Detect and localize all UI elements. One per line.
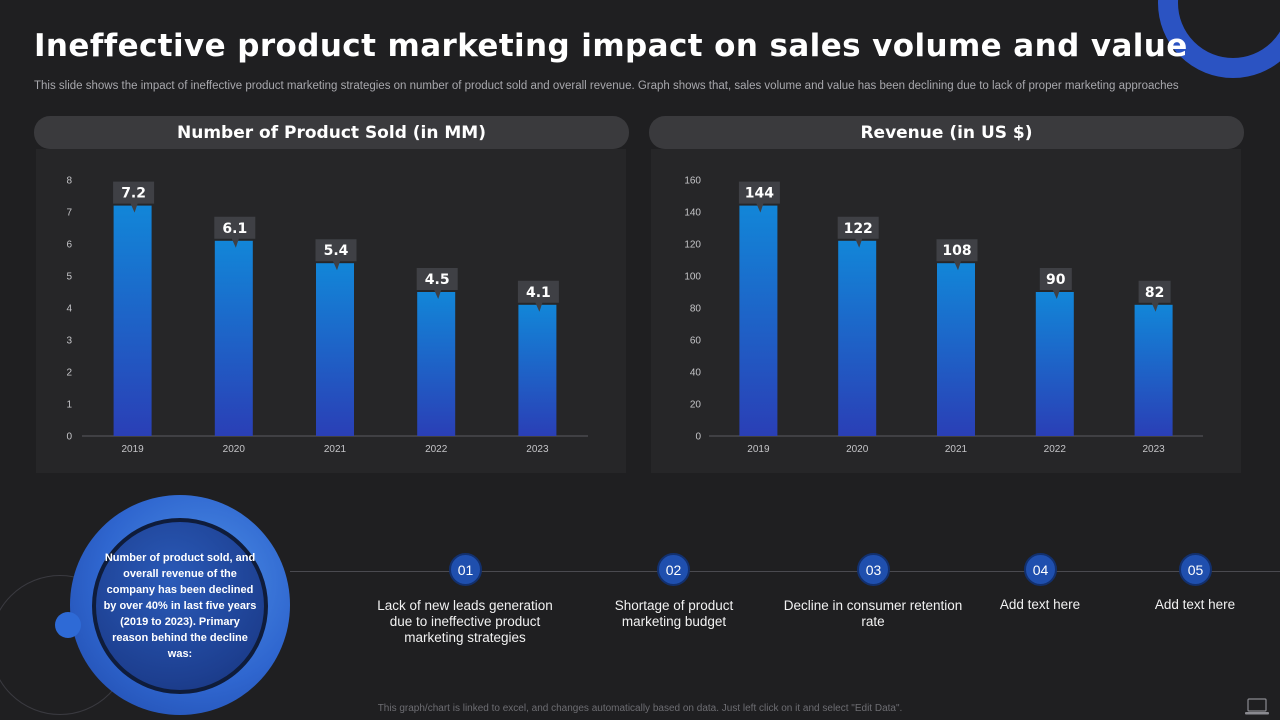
data-label-callout (1039, 268, 1072, 299)
data-label-callout (738, 181, 780, 213)
step-3-number: 03 (857, 553, 890, 586)
product-sold-chart[interactable]: 0 1 2 3 4 5 6 7 8 7.2 2019 6.1 2020 5.4 2021 4.5 2022 4.1… (36, 149, 626, 473)
chart-1-title: Number of Product Sold (in MM) (34, 116, 629, 149)
y-tick-label: 40 (690, 368, 702, 379)
step-3-text: Decline in consumer retention rate (783, 598, 963, 629)
bar-2022[interactable] (417, 292, 456, 436)
data-label-callout (315, 239, 357, 271)
bar-2023[interactable] (518, 304, 557, 436)
bar-2020[interactable] (838, 240, 877, 436)
data-label-callout (1138, 280, 1171, 312)
x-tick-label: 2022 (425, 444, 448, 455)
data-label: 6.1 (222, 221, 247, 237)
data-label: 4.5 (425, 272, 450, 288)
y-tick-label: 8 (66, 176, 72, 187)
x-tick-label: 2023 (1142, 444, 1165, 455)
x-tick-label: 2023 (526, 444, 549, 455)
x-tick-label: 2019 (121, 444, 144, 455)
step-5-number: 05 (1179, 553, 1212, 586)
y-tick-label: 160 (684, 176, 701, 187)
bar-2021[interactable] (316, 263, 354, 436)
data-label-callout (936, 239, 978, 271)
x-tick-label: 2021 (945, 444, 968, 455)
summary-circle-inner (92, 518, 268, 694)
y-tick-label: 0 (66, 432, 72, 443)
revenue-chart[interactable]: 0 20 40 60 80 100 120 140 160 144 2019 122 2020 108 20… (651, 149, 1241, 473)
y-tick-label: 1 (66, 400, 72, 411)
data-label-callout (837, 216, 879, 248)
dot-decoration (55, 612, 81, 638)
data-label-callout (416, 268, 458, 299)
y-tick-label: 140 (684, 208, 701, 219)
bar-2019[interactable] (739, 205, 778, 436)
y-tick-label: 3 (66, 336, 72, 347)
y-tick-label: 6 (66, 240, 72, 251)
data-label: 108 (942, 243, 971, 259)
bar-2019[interactable] (113, 205, 152, 436)
summary-text: Number of product sold, and overall reve… (103, 552, 257, 660)
data-label: 4.1 (526, 285, 551, 301)
data-label: 7.2 (121, 186, 146, 202)
data-label: 144 (745, 186, 774, 202)
laptop-icon (1245, 698, 1269, 715)
y-tick-label: 0 (695, 432, 701, 443)
step-4-text: Add text here (999, 597, 1081, 612)
bar-2022[interactable] (1035, 292, 1074, 436)
bar-2020[interactable] (214, 240, 253, 436)
step-2-number: 02 (657, 553, 690, 586)
y-tick-label: 20 (690, 400, 702, 411)
x-tick-label: 2021 (324, 444, 347, 455)
step-1-number: 01 (449, 553, 482, 586)
y-tick-label: 4 (66, 304, 72, 315)
page-subtitle: This slide shows the impact of ineffecti… (34, 80, 1179, 92)
y-tick-label: 5 (66, 272, 72, 283)
x-tick-label: 2020 (223, 444, 246, 455)
step-2-text: Shortage of product marketing budget (614, 598, 734, 629)
y-tick-label: 100 (684, 272, 701, 283)
y-tick-label: 80 (690, 304, 702, 315)
data-label: 122 (844, 221, 873, 237)
page-title: Ineffective product marketing impact on … (34, 28, 1188, 64)
x-tick-label: 2019 (747, 444, 770, 455)
bar-2021[interactable] (937, 263, 975, 436)
step-1-text: Lack of new leads generation due to inef… (377, 598, 553, 645)
y-tick-label: 120 (684, 240, 701, 251)
step-4-number: 04 (1024, 553, 1057, 586)
data-label-callout (517, 280, 559, 312)
bar-2023[interactable] (1134, 304, 1173, 436)
timeline-line (290, 571, 1280, 572)
data-label: 90 (1046, 272, 1066, 288)
data-label: 82 (1145, 285, 1164, 301)
y-tick-label: 7 (66, 208, 72, 219)
y-tick-label: 2 (66, 368, 72, 379)
x-tick-label: 2020 (846, 444, 869, 455)
data-label-callout (214, 216, 256, 248)
data-label: 5.4 (324, 243, 349, 259)
y-tick-label: 60 (690, 336, 702, 347)
footer-note: This graph/chart is linked to excel, and… (377, 703, 903, 714)
x-tick-label: 2022 (1044, 444, 1067, 455)
step-5-text: Add text here (1154, 597, 1236, 612)
chart-2-title: Revenue (in US $) (649, 116, 1244, 149)
data-label-callout (113, 181, 155, 213)
